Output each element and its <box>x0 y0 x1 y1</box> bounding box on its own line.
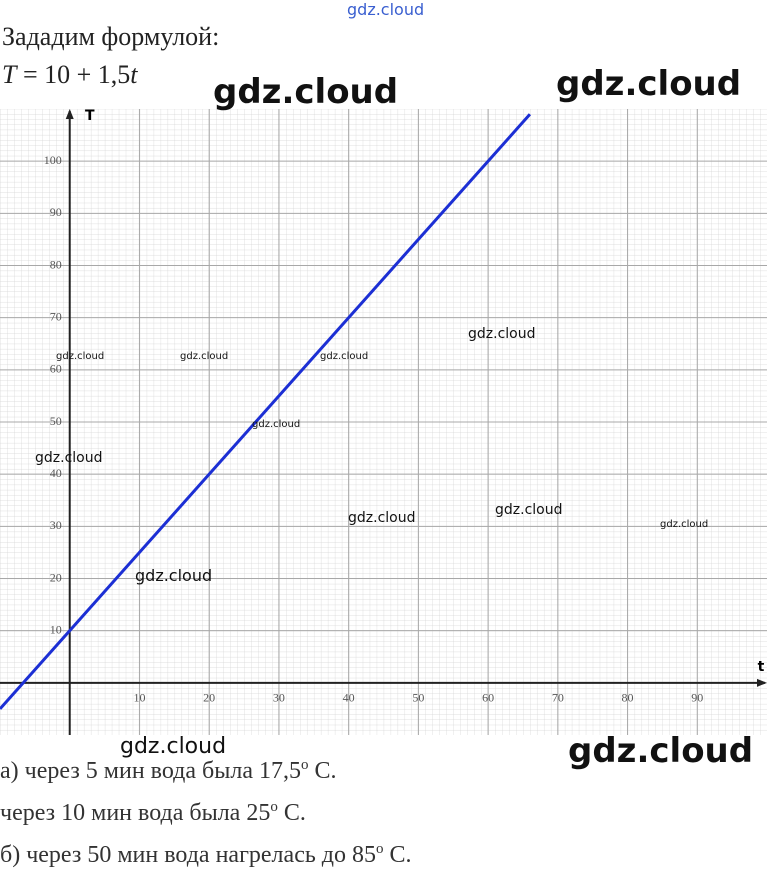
watermark: gdz.cloud <box>347 0 425 19</box>
watermark: gdz.cloud <box>348 510 416 526</box>
watermark: gdz.cloud <box>135 566 213 585</box>
y-tick-label: 70 <box>50 309 62 323</box>
y-tick-label: 60 <box>50 362 62 376</box>
y-tick-label: 10 <box>50 622 62 636</box>
y-axis-label: T <box>85 108 95 124</box>
y-tick-label: 40 <box>50 466 62 480</box>
answer-text: а) через 5 мин вода была 17,5 <box>0 758 301 784</box>
y-tick-label: 50 <box>50 414 62 428</box>
answer-unit: С. <box>277 800 306 826</box>
formula-var: t <box>130 60 138 89</box>
x-tick-label: 20 <box>203 691 215 705</box>
y-tick-label: 80 <box>50 257 62 271</box>
plot <box>0 113 532 710</box>
y-tick-label: 20 <box>50 570 62 584</box>
watermark: gdz.cloud <box>213 72 399 112</box>
degree: o <box>270 799 278 815</box>
y-axis-arrow <box>65 109 74 119</box>
answer-unit: С. <box>383 842 412 868</box>
title: Зададим формулой: <box>2 22 220 51</box>
watermark: gdz.cloud <box>495 502 563 518</box>
degree: o <box>376 841 384 857</box>
watermark: gdz.cloud <box>556 64 742 104</box>
x-tick-label: 40 <box>343 691 355 705</box>
watermark: gdz.cloud <box>120 734 227 759</box>
answer-text: б) через 50 мин вода нагрелась до 85 <box>0 842 376 868</box>
watermark: gdz.cloud <box>568 731 754 771</box>
formula-body: = 10 + 1,5 <box>16 60 131 89</box>
degree: o <box>300 757 309 773</box>
x-axis-arrow <box>757 678 767 687</box>
y-tick-label: 30 <box>50 518 62 532</box>
watermark: gdz.cloud <box>320 351 369 362</box>
answer-text: через 10 мин вода была 25 <box>0 800 271 826</box>
y-tick-label: 90 <box>50 205 62 219</box>
watermark: gdz.cloud <box>35 450 103 466</box>
watermark: gdz.cloud <box>56 351 105 362</box>
formula-var: T <box>2 60 17 89</box>
x-tick-label: 80 <box>622 691 634 705</box>
x-tick-label: 10 <box>133 691 145 705</box>
x-axis-label: t <box>758 659 765 675</box>
answer-unit: С. <box>308 758 337 784</box>
x-tick-label: 60 <box>482 691 494 705</box>
data-line <box>0 113 532 710</box>
x-tick-label: 50 <box>412 691 424 705</box>
x-tick-label: 30 <box>273 691 285 705</box>
watermark: gdz.cloud <box>252 419 301 430</box>
answer: а) через 5 мин вода была 17,5o С. <box>0 757 337 785</box>
watermark: gdz.cloud <box>660 519 709 530</box>
answer: через 10 мин вода была 25o С. <box>0 799 306 827</box>
answer: б) через 50 мин вода нагрелась до 85o С. <box>0 841 412 869</box>
watermark: gdz.cloud <box>468 326 536 342</box>
formula: T = 10 + 1,5t <box>2 60 138 90</box>
watermark: gdz.cloud <box>180 351 229 362</box>
x-tick-label: 90 <box>691 691 703 705</box>
chart: 10 20 30 40 50 60 70 80 90 10 20 30 40 50 60 70 80 90 100 t… <box>0 108 767 735</box>
x-tick-label: 70 <box>552 691 564 705</box>
y-tick-label: 100 <box>44 153 62 167</box>
